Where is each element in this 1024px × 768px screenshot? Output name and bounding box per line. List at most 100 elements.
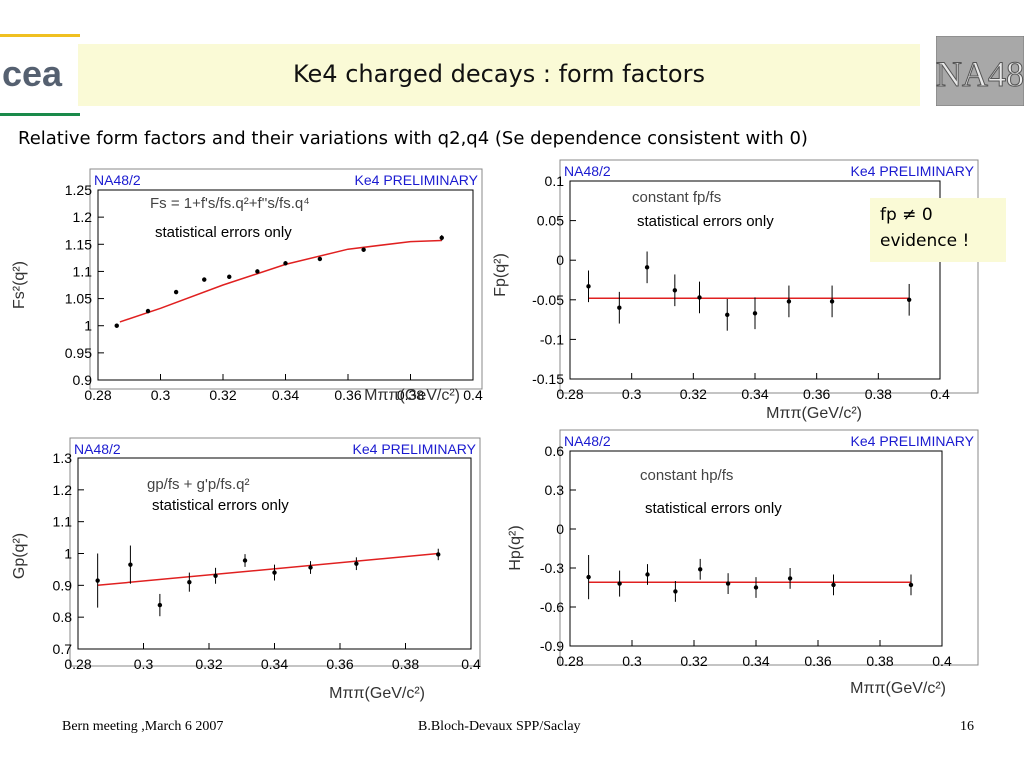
chart-2-data-point — [906, 297, 912, 302]
chart-1-xtick-label: 0.28 — [84, 387, 111, 403]
chart-3-xtick-label: 0.36 — [326, 656, 353, 672]
chart-1-ytick-label: 0.95 — [65, 345, 92, 361]
chart-4-ytick-label: 0.6 — [545, 443, 565, 459]
chart-3-data-point — [128, 562, 133, 567]
chart-3-xtick-label: 0.34 — [261, 656, 288, 672]
chart-3-ytick-label: 0.8 — [53, 609, 73, 625]
chart-3-ytick-label: 0.7 — [53, 641, 73, 657]
chart-3-ytick-label: 1.2 — [53, 482, 73, 498]
chart-1-xtick-label: 0.38 — [397, 387, 424, 403]
chart-4-xtick-label: 0.38 — [866, 653, 893, 669]
chart-4-stat-note: statistical errors only — [645, 500, 782, 517]
chart-4-formula: constant hp/fs — [640, 467, 733, 484]
chart-4-xtick-label: 0.34 — [742, 653, 769, 669]
chart-3-xtick-label: 0.28 — [64, 656, 91, 672]
chart-4-frame — [559, 429, 979, 666]
chart-4-data-point — [617, 581, 622, 586]
footer-author: B.Bloch-Devaux SPP/Saclay — [418, 719, 581, 734]
chart-2-data-point — [752, 311, 758, 316]
slide-subtitle: Relative form factors and their variatio… — [18, 128, 808, 149]
chart-2-data-point — [725, 312, 730, 318]
svg-text:cea: cea — [2, 53, 63, 94]
chart-4-xtick-label: 0.28 — [556, 653, 583, 669]
chart-1-ytick-label: 0.9 — [73, 372, 93, 388]
chart-2-xtick-label: 0.3 — [622, 386, 642, 402]
chart-2-data-point — [644, 265, 650, 270]
chart-1-ytick-label: 1.25 — [65, 182, 92, 198]
chart-4-data-point — [725, 581, 731, 586]
chart-2-label-right: Ke4 PRELIMINARY — [851, 163, 975, 179]
chart-3-ytick-label: 1 — [64, 546, 72, 562]
footer-meeting: Bern meeting ,March 6 2007 — [62, 719, 224, 734]
chart-1-data-point — [283, 261, 288, 266]
chart-2-xtick-label: 0.38 — [865, 386, 892, 402]
chart-1-data-point — [114, 323, 119, 328]
chart-3-data-point — [213, 573, 218, 578]
chart-4-label-left: NA48/2 — [564, 433, 611, 449]
chart-2-ytick-label: 0.1 — [545, 173, 565, 189]
chart-3-xlabel: Mππ(GeV/c²) — [329, 685, 425, 702]
chart-4-xtick-label: 0.3 — [622, 653, 642, 669]
chart-1-data-point — [361, 247, 366, 252]
chart-4-data-point — [673, 589, 678, 594]
chart-1-xtick-label: 0.4 — [463, 387, 483, 403]
chart-3-data-point — [242, 558, 248, 563]
chart-4-ylabel: Hp(q²) — [507, 525, 524, 570]
chart-3-data-point — [436, 552, 441, 557]
chart-1-xtick-label: 0.36 — [334, 387, 361, 403]
chart-2-data-point — [672, 288, 678, 293]
chart-1-ylabel: Fs²(q²) — [11, 261, 28, 309]
chart-4-ytick-label: -0.6 — [540, 599, 564, 615]
chart-2-ytick-label: -0.05 — [532, 292, 564, 308]
note-line-1: fp ≠ 0 — [880, 205, 933, 225]
chart-3-ytick-label: 1.1 — [53, 514, 73, 530]
chart-3-data-point — [157, 602, 163, 608]
chart-1-data-point — [202, 277, 207, 282]
chart-1-stat-note: statistical errors only — [155, 224, 292, 241]
chart-4-xtick-label: 0.4 — [932, 653, 952, 669]
chart-1-data-point — [145, 308, 151, 314]
chart-1-xtick-label: 0.34 — [272, 387, 299, 403]
chart-2-xtick-label: 0.36 — [803, 386, 830, 402]
chart-2-stat-note: statistical errors only — [637, 213, 774, 230]
chart-3-stat-note: statistical errors only — [152, 497, 289, 514]
chart-4-data-point — [586, 574, 591, 580]
chart-3-label-left: NA48/2 — [74, 441, 121, 457]
chart-3-label-right: Ke4 PRELIMINARY — [353, 441, 477, 457]
chart-2-formula: constant fp/fs — [632, 189, 721, 206]
cea-logo: cea — [0, 34, 80, 116]
chart-1-ytick-label: 1.05 — [65, 291, 92, 307]
chart-3-xtick-label: 0.3 — [134, 656, 154, 672]
chart-2-xtick-label: 0.34 — [741, 386, 768, 402]
chart-1-xtick-label: 0.3 — [151, 387, 171, 403]
chart-1-label-right: Ke4 PRELIMINARY — [355, 172, 479, 188]
chart-3-data-point — [308, 565, 313, 570]
chart-1-data-point — [439, 235, 444, 240]
footer-page-number: 16 — [960, 719, 974, 734]
chart-4-ytick-label: 0.3 — [545, 482, 565, 498]
chart-1-data-point — [255, 269, 260, 274]
chart-1-ytick-label: 1.15 — [65, 236, 92, 252]
chart-2-data-point — [586, 284, 591, 289]
chart-2-xlabel: Mππ(GeV/c²) — [766, 405, 862, 422]
chart-1-formula: Fs = 1+f's/fs.q²+f''s/fs.q⁴ — [150, 195, 310, 212]
chart-4-data-point — [753, 585, 759, 590]
chart-1-ytick-label: 1.2 — [73, 209, 93, 225]
chart-3-data-point — [95, 578, 100, 583]
slide-title: Ke4 charged decays : form factors — [293, 60, 705, 88]
chart-3-data-point — [354, 561, 359, 566]
chart-4-ytick-label: -0.9 — [540, 638, 564, 654]
chart-1-ytick-label: 1.1 — [73, 263, 93, 279]
fp-evidence-note: fp ≠ 0 evidence ! — [870, 198, 1006, 262]
chart-4-xlabel: Mππ(GeV/c²) — [850, 680, 946, 697]
chart-2-data-point — [617, 305, 622, 310]
chart-3-fit-line — [97, 552, 439, 587]
chart-2-xtick-label: 0.32 — [680, 386, 707, 402]
title-bar — [78, 44, 920, 106]
chart-3-frame — [69, 437, 481, 667]
chart-3-data-point — [272, 570, 277, 575]
chart-3-data-point — [187, 579, 192, 585]
chart-4-ytick-label: -0.3 — [540, 560, 564, 576]
chart-4-data-point — [698, 567, 703, 572]
